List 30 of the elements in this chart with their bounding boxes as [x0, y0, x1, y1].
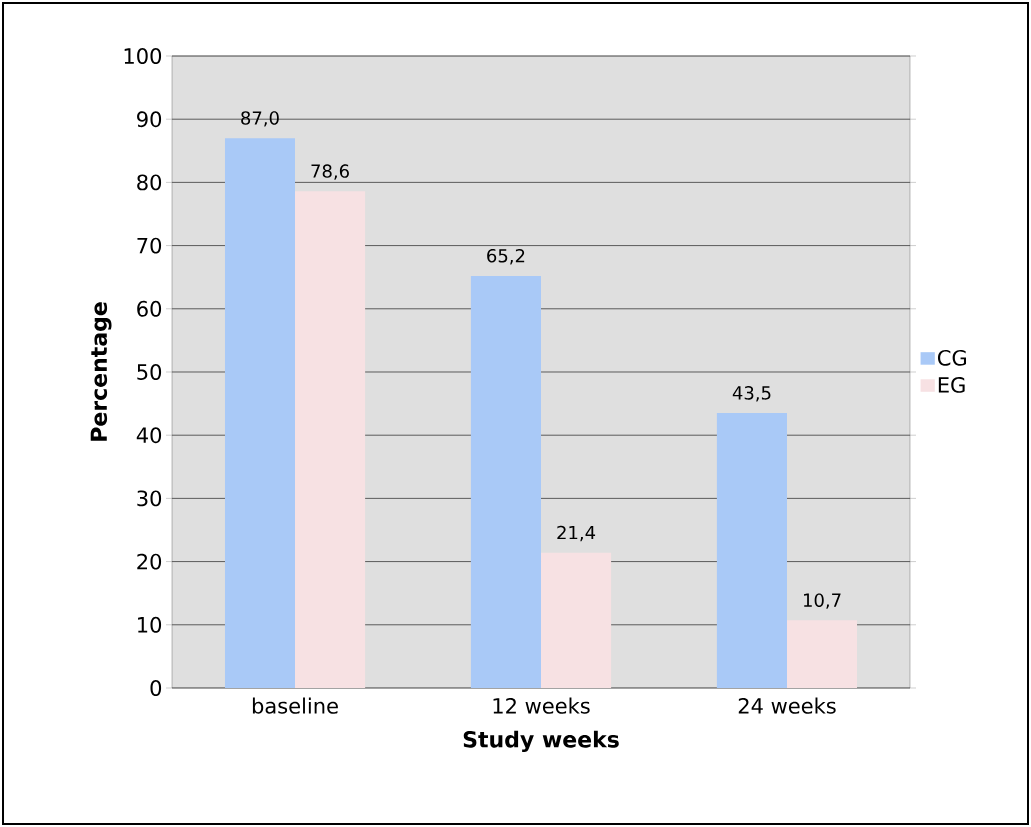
x-tick-label: 12 weeks — [493, 697, 590, 714]
x-axis-title: Study weeks — [463, 730, 619, 753]
y-tick-label: 70 — [137, 237, 162, 254]
bar — [470, 275, 541, 688]
y-axis-title: Percentage — [90, 302, 112, 441]
x-tick-label: baseline — [252, 697, 338, 714]
y-tick-label: 0 — [150, 680, 162, 696]
bar — [295, 191, 366, 688]
y-tick-label: 60 — [137, 300, 162, 317]
data-label: 65,2 — [487, 248, 525, 265]
data-label: 87,0 — [241, 111, 279, 127]
y-tick-label: 50 — [137, 364, 162, 380]
x-tick-label: 24 weeks — [738, 697, 836, 714]
data-label: 10,7 — [803, 593, 841, 609]
bar — [224, 138, 295, 688]
y-tick-label: 80 — [137, 174, 162, 191]
legend-label: EG — [938, 376, 965, 393]
bar — [787, 620, 858, 688]
y-tick-label: 10 — [138, 616, 162, 633]
y-tick-label: 20 — [137, 553, 162, 570]
y-tick-label: 90 — [137, 111, 162, 128]
data-label: 21,4 — [557, 525, 596, 542]
data-label: 43,5 — [732, 386, 771, 402]
bar — [541, 552, 612, 688]
y-tick-label: 100 — [124, 48, 162, 64]
y-tick-label: 30 — [137, 490, 162, 507]
bar — [716, 413, 787, 688]
legend-label: CG — [937, 349, 967, 366]
data-label: 78,6 — [311, 164, 349, 180]
y-tick-label: 40 — [136, 427, 162, 444]
